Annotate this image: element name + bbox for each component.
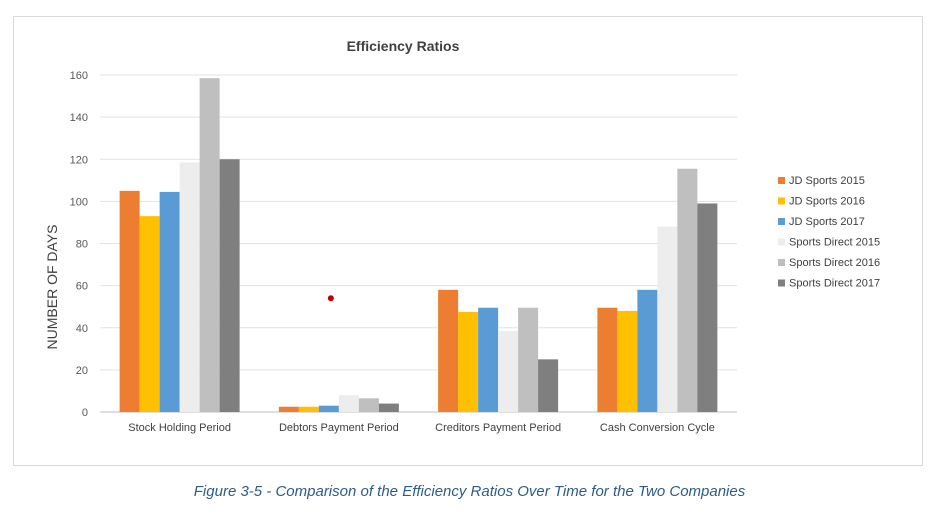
bar (318, 405, 339, 412)
x-tick-label: Cash Conversion Cycle (600, 422, 715, 434)
legend-swatch (778, 218, 785, 225)
chart-title: Efficiency Ratios (347, 38, 460, 54)
bar (518, 307, 539, 412)
legend-label: Sports Direct 2016 (789, 257, 880, 269)
x-tick-label: Stock Holding Period (128, 422, 231, 434)
legend-label: JD Sports 2015 (789, 175, 865, 187)
bar (438, 289, 459, 412)
bar (159, 191, 180, 412)
y-tick-label: 80 (76, 239, 88, 251)
legend-label: JD Sports 2016 (789, 196, 865, 208)
y-tick-label: 40 (76, 323, 88, 335)
bar (179, 162, 200, 412)
legend-swatch (778, 197, 785, 205)
bar (298, 406, 319, 412)
x-tick-label: Debtors Payment Period (279, 422, 399, 434)
y-tick-label: 100 (70, 196, 88, 208)
bar (657, 226, 678, 412)
bar (637, 289, 658, 412)
bars (119, 78, 718, 413)
bar (538, 359, 559, 412)
legend-label: JD Sports 2017 (789, 216, 865, 228)
bar (219, 159, 240, 412)
bar (119, 190, 140, 412)
legend-swatch (778, 279, 785, 287)
legend-swatch (778, 177, 785, 184)
legend-label: Sports Direct 2017 (789, 278, 880, 290)
y-tick-label: 140 (70, 112, 88, 124)
bar (378, 403, 399, 412)
bar (199, 78, 220, 413)
legend-swatch (778, 259, 785, 266)
y-tick-label: 0 (82, 407, 88, 419)
bar (697, 203, 718, 412)
bar (478, 307, 499, 412)
legend-swatch (778, 238, 785, 246)
bar (358, 398, 379, 412)
bar (498, 330, 519, 412)
bar (597, 307, 618, 412)
bar (458, 311, 479, 412)
y-axis-label: NUMBER OF DAYS (44, 225, 60, 350)
annotation-dot (327, 295, 334, 302)
figure-caption: Figure 3-5 - Comparison of the Efficienc… (193, 483, 746, 500)
axis-ticks: 0 20 40 60 80 100 120 140 160 Stock Holding Perio… (70, 70, 715, 434)
x-tick-label: Creditors Payment Period (435, 422, 561, 434)
bar (338, 395, 359, 412)
bar (139, 216, 160, 412)
bar (278, 406, 299, 412)
legend: JD Sports 2015 JD Sports 2016 JD Sports 20… (778, 175, 880, 290)
legend-label: Sports Direct 2015 (789, 237, 880, 249)
bar (617, 310, 638, 412)
y-tick-label: 120 (70, 154, 88, 166)
y-tick-label: 160 (70, 70, 88, 82)
y-tick-label: 20 (76, 365, 88, 377)
bar (677, 168, 698, 412)
y-tick-label: 60 (76, 281, 88, 293)
